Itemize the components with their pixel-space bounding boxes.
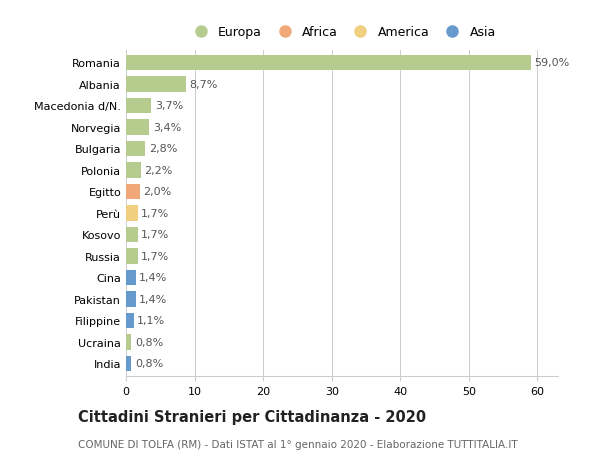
Bar (126, 184, 140, 200)
Bar (126, 334, 131, 350)
Text: 0,8%: 0,8% (135, 358, 163, 369)
Text: Cittadini Stranieri per Cittadinanza - 2020: Cittadini Stranieri per Cittadinanza - 2… (78, 409, 426, 425)
Text: 1,4%: 1,4% (139, 294, 167, 304)
Bar (126, 120, 149, 135)
Text: 0,8%: 0,8% (135, 337, 163, 347)
Bar (126, 291, 136, 307)
Text: 1,4%: 1,4% (139, 273, 167, 283)
Text: 1,7%: 1,7% (141, 252, 169, 261)
Bar (126, 270, 136, 285)
Bar (126, 77, 185, 93)
Bar (126, 99, 151, 114)
Bar (126, 227, 137, 243)
Bar (126, 163, 141, 178)
Text: COMUNE DI TOLFA (RM) - Dati ISTAT al 1° gennaio 2020 - Elaborazione TUTTITALIA.I: COMUNE DI TOLFA (RM) - Dati ISTAT al 1° … (78, 439, 518, 449)
Legend: Europa, Africa, America, Asia: Europa, Africa, America, Asia (183, 21, 501, 44)
Bar (126, 206, 137, 221)
Text: 1,7%: 1,7% (141, 230, 169, 240)
Text: 3,7%: 3,7% (155, 101, 183, 111)
Text: 3,4%: 3,4% (153, 123, 181, 133)
Text: 1,1%: 1,1% (137, 316, 165, 325)
Text: 1,7%: 1,7% (141, 208, 169, 218)
Bar (126, 56, 530, 71)
Bar (126, 313, 134, 328)
Text: 59,0%: 59,0% (534, 58, 569, 68)
Text: 2,2%: 2,2% (145, 166, 173, 175)
Bar (126, 141, 145, 157)
Text: 2,0%: 2,0% (143, 187, 172, 197)
Bar (126, 249, 137, 264)
Bar (126, 356, 131, 371)
Text: 2,8%: 2,8% (149, 144, 177, 154)
Text: 8,7%: 8,7% (189, 80, 217, 90)
